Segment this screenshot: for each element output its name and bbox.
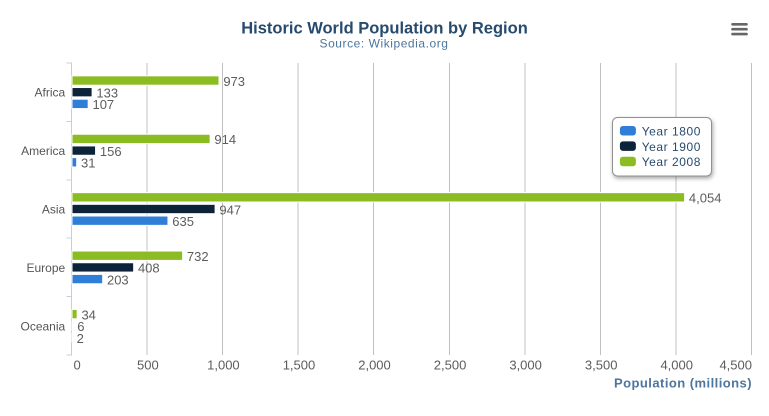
- svg-text:203: 203: [107, 272, 129, 287]
- svg-text:2,000: 2,000: [358, 358, 391, 373]
- svg-text:Source: Wikipedia.org: Source: Wikipedia.org: [320, 37, 449, 51]
- svg-text:Oceania: Oceania: [20, 319, 65, 333]
- svg-text:3,500: 3,500: [585, 358, 618, 373]
- svg-text:31: 31: [81, 156, 95, 171]
- svg-text:500: 500: [137, 358, 159, 373]
- svg-text:Africa: Africa: [35, 86, 66, 100]
- svg-text:3,000: 3,000: [509, 358, 542, 373]
- svg-text:107: 107: [92, 97, 114, 112]
- svg-text:2,500: 2,500: [434, 358, 467, 373]
- svg-text:34: 34: [81, 307, 95, 322]
- svg-text:America: America: [21, 144, 65, 158]
- svg-text:6: 6: [77, 319, 84, 334]
- svg-text:Year 2008: Year 2008: [642, 155, 701, 169]
- svg-text:947: 947: [219, 202, 241, 217]
- svg-text:Europe: Europe: [26, 261, 65, 275]
- svg-text:2: 2: [77, 331, 84, 346]
- svg-text:1,000: 1,000: [207, 358, 240, 373]
- svg-text:1,500: 1,500: [283, 358, 316, 373]
- svg-text:133: 133: [96, 85, 118, 100]
- svg-text:732: 732: [187, 249, 209, 264]
- svg-text:0: 0: [74, 358, 81, 373]
- svg-text:Year 1900: Year 1900: [642, 140, 701, 154]
- svg-text:973: 973: [223, 74, 245, 89]
- svg-text:914: 914: [214, 132, 236, 147]
- svg-text:4,500: 4,500: [719, 358, 752, 373]
- svg-text:635: 635: [172, 214, 194, 229]
- svg-text:Year 1800: Year 1800: [642, 124, 701, 138]
- svg-text:408: 408: [138, 261, 160, 276]
- svg-text:Historic World Population by R: Historic World Population by Region: [241, 19, 528, 37]
- svg-text:156: 156: [100, 144, 122, 159]
- svg-text:Population (millions): Population (millions): [614, 376, 752, 391]
- svg-text:4,054: 4,054: [689, 191, 722, 206]
- svg-text:Asia: Asia: [42, 203, 66, 217]
- svg-text:4,000: 4,000: [660, 358, 693, 373]
